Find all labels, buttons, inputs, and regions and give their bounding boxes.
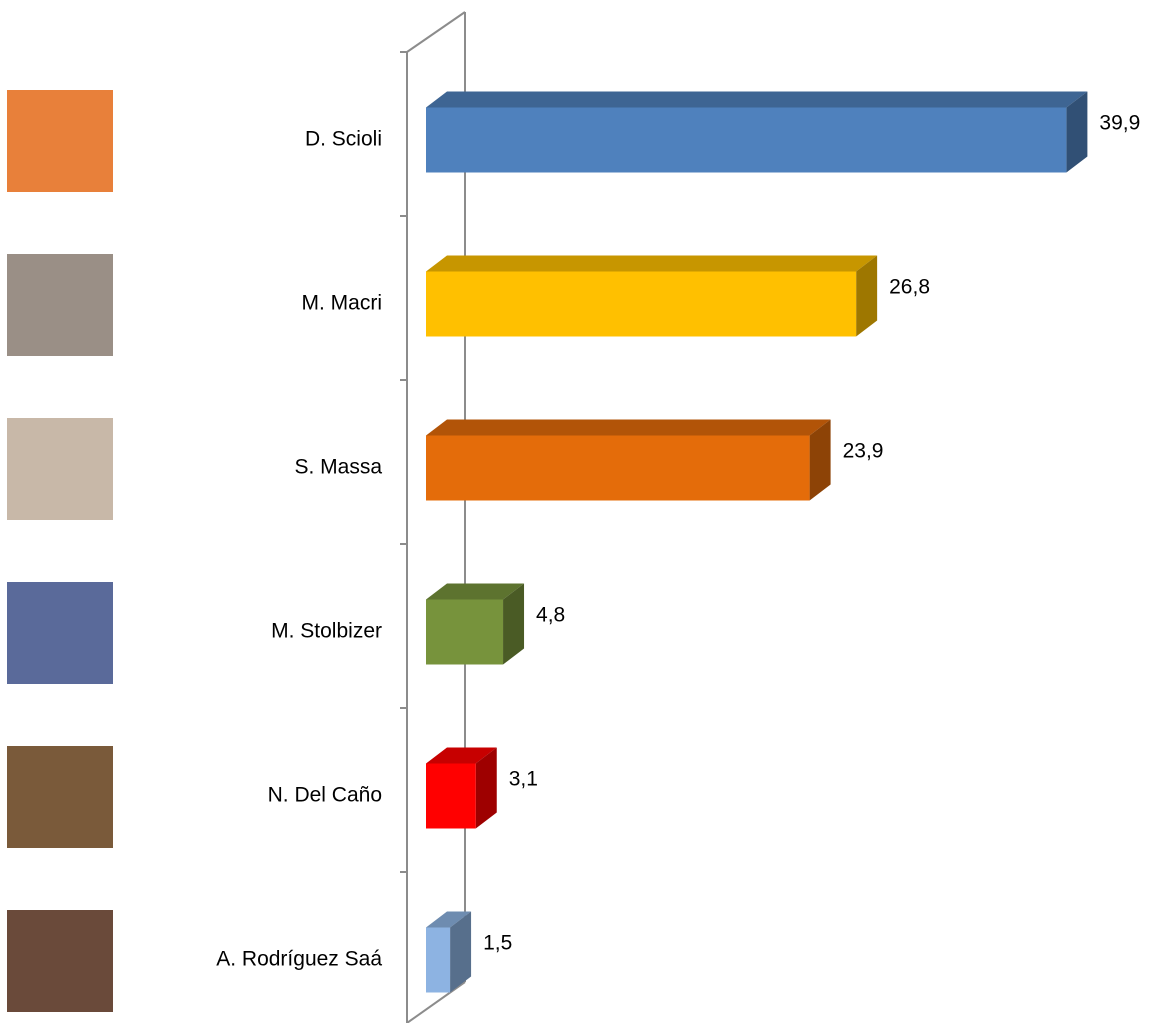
value-label: 39,9 [1099, 112, 1140, 135]
bar-side [1066, 91, 1088, 173]
category-label: A. Rodríguez Saá [216, 948, 382, 971]
photo [7, 254, 113, 356]
axis-line [406, 11, 466, 53]
bar [426, 271, 857, 337]
bar-top [426, 911, 472, 928]
photo [7, 582, 113, 684]
bar-side [809, 419, 831, 501]
bar [426, 599, 504, 665]
bar [426, 927, 451, 993]
bar-side [475, 747, 497, 829]
axis-line [406, 981, 466, 1023]
value-label: 23,9 [843, 440, 884, 463]
bar-top [426, 583, 525, 600]
photo [7, 746, 113, 848]
bar-top [426, 747, 497, 764]
category-label: D. Scioli [305, 128, 382, 151]
category-label: S. Massa [294, 456, 382, 479]
value-label: 3,1 [509, 768, 538, 791]
bar-top [426, 419, 831, 436]
bar-side [856, 255, 878, 337]
bar [426, 435, 810, 501]
category-label: M. Macri [302, 292, 383, 315]
bar-top [426, 91, 1088, 108]
bar-side [503, 583, 525, 665]
value-label: 26,8 [889, 276, 930, 299]
photo [7, 90, 113, 192]
photo [7, 418, 113, 520]
value-label: 1,5 [483, 932, 512, 955]
bar [426, 107, 1067, 173]
photo [7, 910, 113, 1012]
value-label: 4,8 [536, 604, 565, 627]
bar-side [450, 911, 472, 993]
category-label: N. Del Caño [268, 784, 382, 807]
bar [426, 763, 476, 829]
category-label: M. Stolbizer [271, 620, 382, 643]
bar-top [426, 255, 878, 272]
